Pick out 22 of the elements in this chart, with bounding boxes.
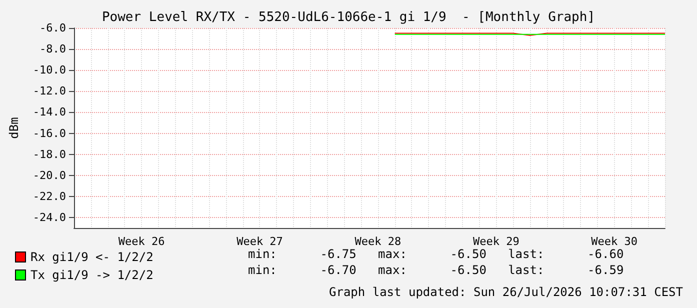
x-tick-label: Week 28 [354, 235, 402, 248]
y-tick-label: -12.0 [32, 84, 66, 98]
y-tick-label: -8.0 [40, 42, 66, 56]
x-tick-label: Week 29 [472, 235, 520, 248]
y-axis-title: dBm [7, 117, 21, 139]
chart-title: Power Level RX/TX - 5520-UdL6-1066e-1 gi 1/9 - [Monthly Graph] [102, 10, 596, 25]
x-tick-label: Week 26 [118, 235, 165, 248]
y-tick-label: -6.0 [40, 22, 66, 34]
y-tick-label: -16.0 [32, 126, 66, 140]
y-tick-label: -18.0 [32, 148, 66, 161]
text: Graph last updated: Sun 26/Jul/2026 10:07:31 CEST [328, 285, 684, 299]
x-tick-label: Week 27 [236, 235, 283, 248]
y-tick-label: -20.0 [32, 168, 66, 182]
legend-label: Tx gi1/9 -> 1/2/2 [30, 268, 154, 282]
y-tick-label: -24.0 [32, 210, 66, 224]
y-tick-label: -14.0 [32, 106, 66, 119]
y-tick-label: -22.0 [32, 190, 66, 203]
y-tick-label: -10.0 [32, 64, 66, 77]
text: min: -6.70 max: -6.50 last: -6.59 [248, 263, 624, 277]
x-tick-label: Week 30 [591, 235, 638, 248]
legend-label: Rx gi1/9 <- 1/2/2 [30, 250, 154, 264]
text: min: -6.75 max: -6.50 last: -6.60 [248, 247, 624, 261]
